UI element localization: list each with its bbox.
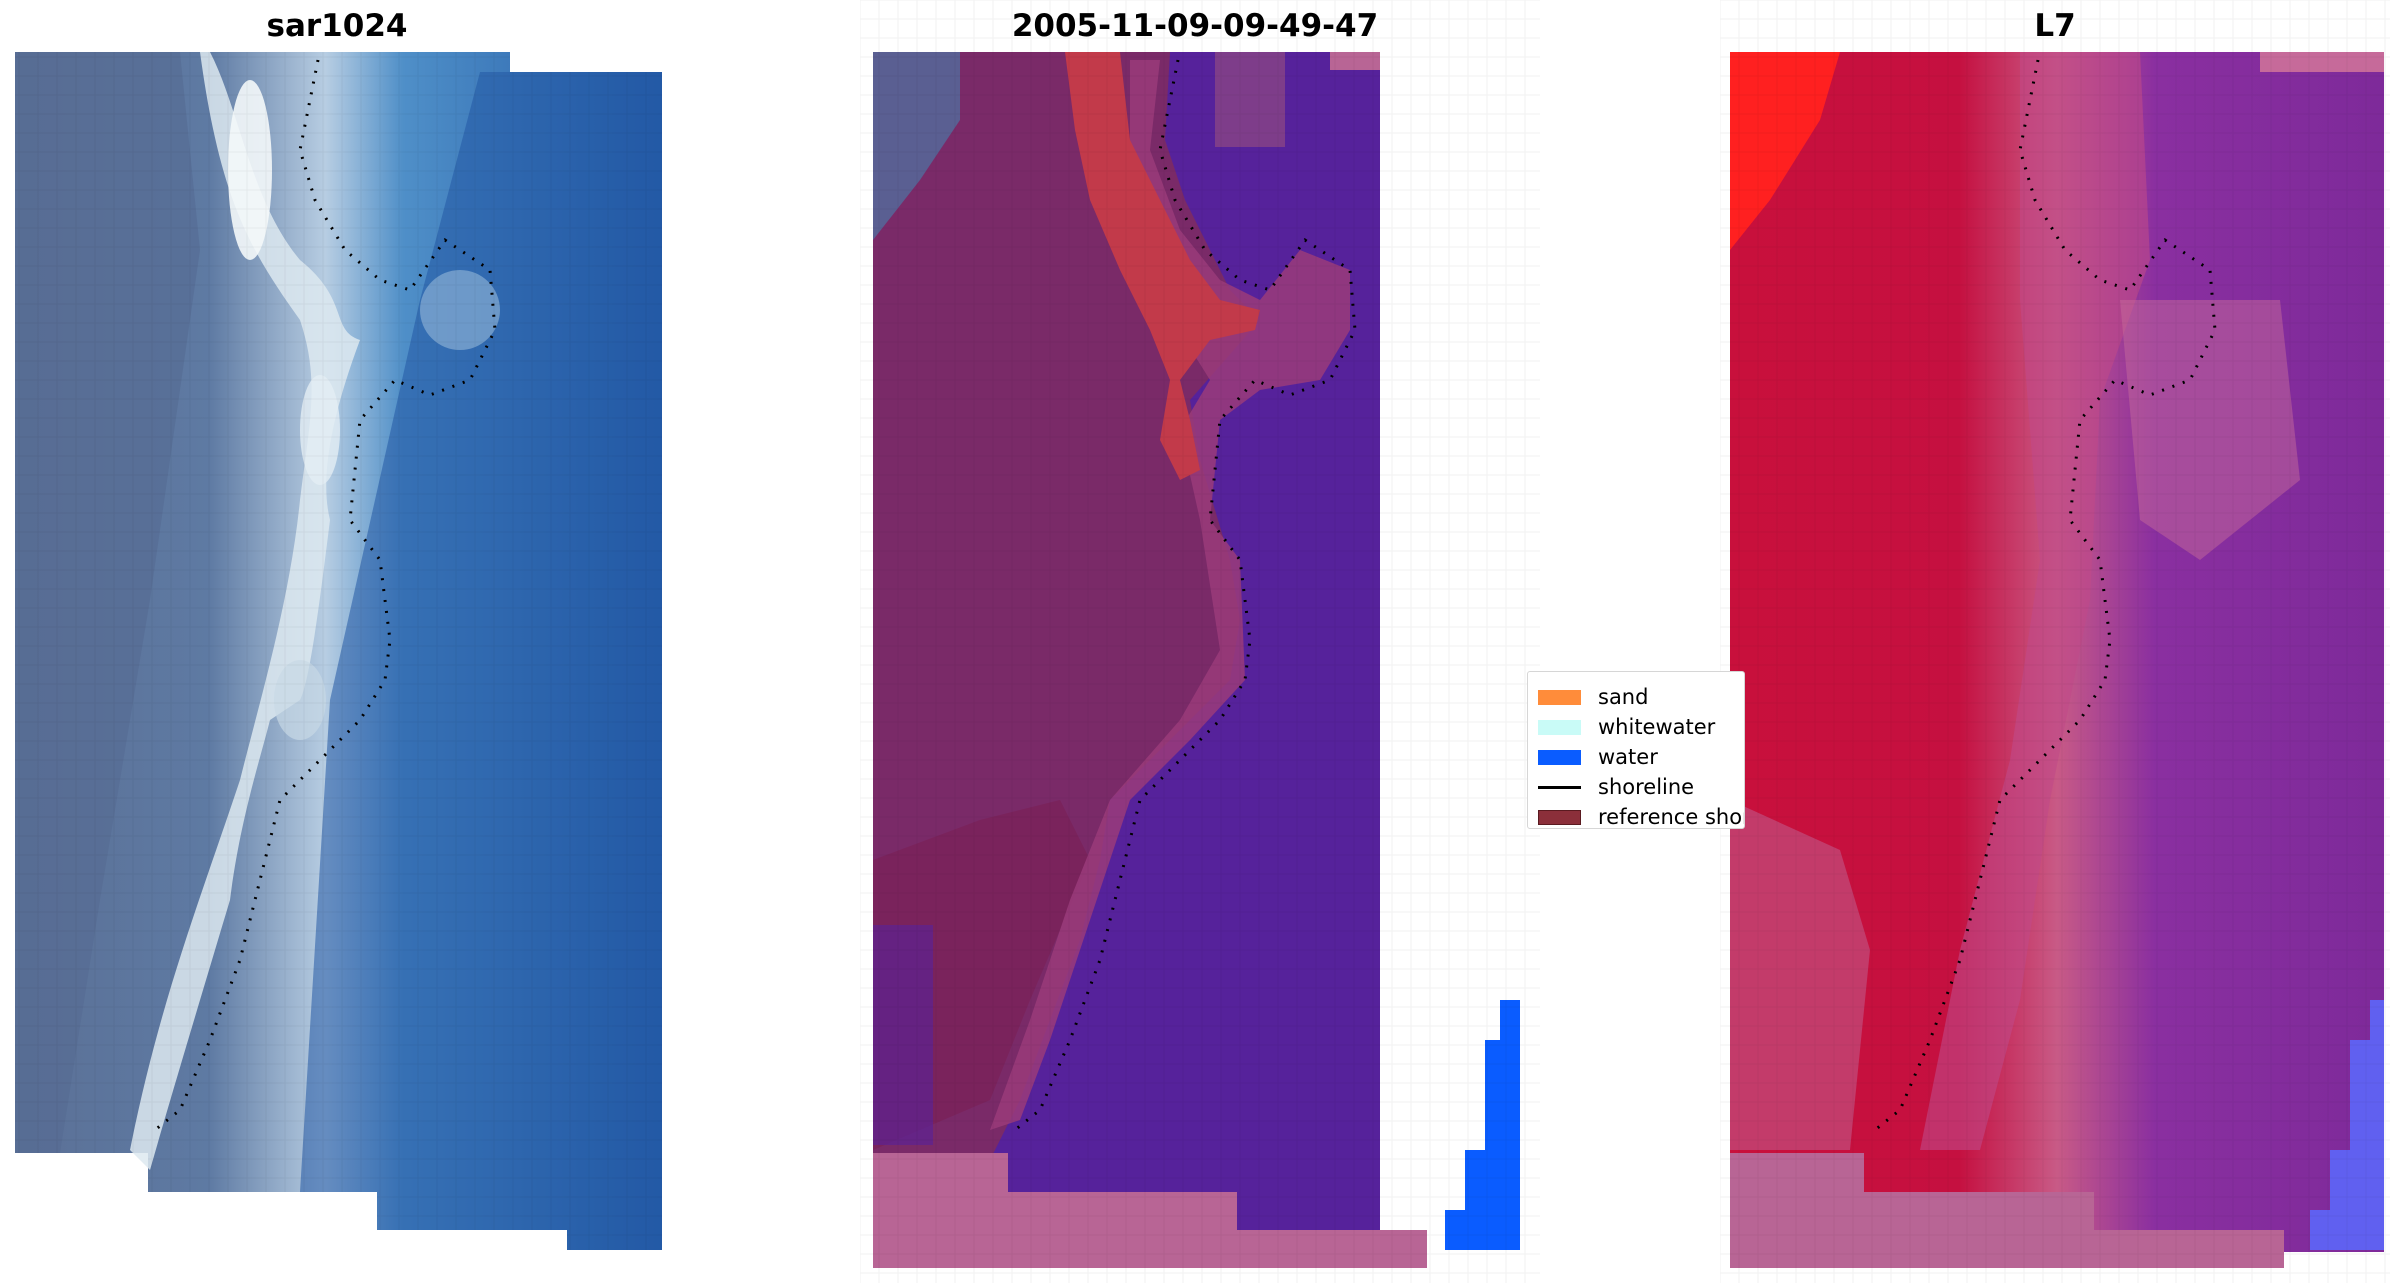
legend-swatch-sand	[1538, 689, 1581, 705]
legend-label: water	[1598, 745, 1658, 769]
legend-item-shoreline: shoreline	[1538, 772, 1694, 802]
legend-label: sand	[1598, 685, 1649, 709]
legend-swatch-whitewater	[1538, 719, 1581, 735]
legend-item-sand: sand	[1538, 682, 1648, 712]
classified-image	[860, 0, 1540, 1283]
legend-swatch-reference-shoreline	[1538, 809, 1581, 825]
legend-item-whitewater: whitewater	[1538, 712, 1715, 742]
rgb-satellite-image	[15, 52, 662, 1250]
panel-title-sar1024: sar1024	[266, 8, 408, 44]
l7-index-image	[1720, 0, 2390, 1283]
legend-label: reference shoreline	[1598, 805, 1744, 829]
legend-item-water: water	[1538, 742, 1658, 772]
legend: sand whitewater water shoreline referenc…	[1527, 671, 1745, 829]
legend-label: shoreline	[1598, 775, 1695, 799]
legend-swatch-water	[1538, 749, 1581, 765]
legend-item-reference-shoreline: reference shoreline	[1538, 802, 1744, 829]
legend-swatch-shoreline	[1538, 785, 1581, 789]
legend-label: whitewater	[1598, 715, 1716, 739]
